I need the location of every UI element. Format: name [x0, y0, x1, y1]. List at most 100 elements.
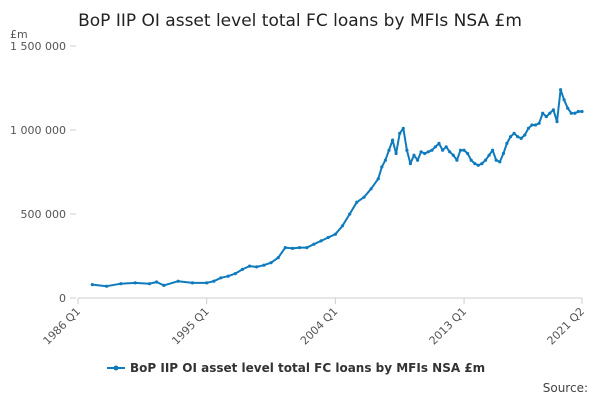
data-point: [494, 158, 498, 162]
data-point: [394, 151, 398, 156]
data-point: [501, 151, 505, 156]
data-point: [319, 239, 323, 243]
data-point: [451, 153, 455, 157]
data-point: [516, 135, 520, 139]
data-point: [526, 126, 531, 130]
data-point: [487, 153, 491, 157]
data-point: [155, 280, 159, 284]
data-point: [387, 148, 391, 152]
data-point: [423, 151, 427, 156]
data-point: [462, 148, 466, 152]
data-point: [240, 267, 244, 271]
data-point: [333, 232, 337, 236]
data-point: [262, 263, 266, 267]
data-point: [355, 200, 359, 204]
data-point: [348, 212, 352, 216]
data-point: [458, 148, 463, 152]
data-point: [376, 177, 380, 181]
data-point: [498, 160, 502, 164]
data-point: [530, 123, 534, 127]
data-point: [391, 138, 395, 142]
data-point: [176, 279, 180, 283]
series-line: [92, 88, 582, 288]
chart-title: BoP IIP OI asset level total FC loans by…: [78, 11, 522, 31]
data-point: [290, 246, 295, 250]
data-point: [326, 235, 330, 240]
x-axis: 1986 Q1 1995 Q1 2004 Q1 2013 Q1 2021 Q2: [41, 297, 588, 348]
data-point: [537, 121, 541, 125]
data-point: [380, 165, 384, 169]
data-point: [580, 109, 584, 114]
data-point: [276, 256, 280, 260]
data-point: [466, 151, 470, 156]
data-point: [469, 158, 473, 162]
data-point: [298, 246, 302, 250]
data-point: [541, 111, 545, 115]
data-point: [473, 162, 477, 166]
data-point: [476, 163, 480, 167]
x-tick-label: 1995 Q1: [169, 305, 212, 348]
data-point: [133, 281, 137, 285]
data-point: [441, 148, 445, 152]
legend[interactable]: BoP IIP OI asset level total FC loans by…: [107, 361, 485, 375]
data-point: [430, 148, 434, 152]
data-point: [283, 246, 287, 250]
data-point: [162, 283, 166, 287]
data-point: [437, 141, 441, 145]
data-point: [119, 282, 123, 286]
data-point: [226, 274, 230, 278]
data-point: [401, 126, 405, 130]
data-point: [448, 150, 452, 154]
data-point: [573, 111, 577, 115]
data-point: [523, 133, 527, 137]
data-point: [559, 88, 563, 92]
data-point: [505, 141, 509, 145]
y-tick-label: 0: [59, 292, 66, 305]
x-tick-label: 1986 Q1: [41, 305, 84, 348]
data-point: [419, 150, 423, 154]
y-axis: 0 500 000 1 000 000 1 500 000: [10, 40, 76, 305]
data-point: [533, 123, 538, 127]
data-point: [444, 145, 448, 149]
data-point: [248, 264, 252, 268]
y-tick-label: 1 500 000: [10, 40, 66, 53]
data-point: [569, 111, 573, 115]
data-point: [551, 108, 556, 112]
y-tick-label: 1 000 000: [10, 124, 66, 137]
data-point: [426, 150, 430, 154]
data-point: [408, 162, 412, 166]
data-point: [544, 115, 548, 119]
data-point: [508, 135, 513, 139]
x-tick-label: 2004 Q1: [298, 305, 341, 348]
data-point: [416, 158, 420, 162]
data-point: [455, 158, 459, 162]
x-tick-label: 2013 Q1: [427, 305, 470, 348]
x-tick-label: 2021 Q2: [545, 305, 588, 348]
data-point: [491, 148, 495, 152]
data-point: [233, 272, 237, 276]
y-tick-label: 500 000: [21, 208, 67, 221]
data-point: [562, 98, 566, 102]
data-point: [105, 284, 109, 288]
data-point: [512, 131, 516, 135]
data-point: [483, 158, 488, 162]
legend-entry-label: BoP IIP OI asset level total FC loans by…: [130, 361, 485, 375]
data-point: [576, 109, 581, 114]
data-point: [398, 131, 402, 135]
data-point: [340, 224, 345, 228]
data-point: [566, 106, 570, 110]
data-point: [305, 246, 309, 250]
data-point: [548, 111, 552, 115]
data-point: [369, 187, 373, 191]
data-point: [147, 282, 152, 286]
data-point: [255, 265, 259, 269]
data-point: [205, 281, 209, 285]
data-series: [90, 88, 584, 288]
data-point: [412, 153, 416, 157]
data-point: [383, 158, 387, 162]
data-point: [212, 279, 216, 283]
data-point: [362, 195, 366, 199]
legend-point-marker: [113, 365, 119, 371]
